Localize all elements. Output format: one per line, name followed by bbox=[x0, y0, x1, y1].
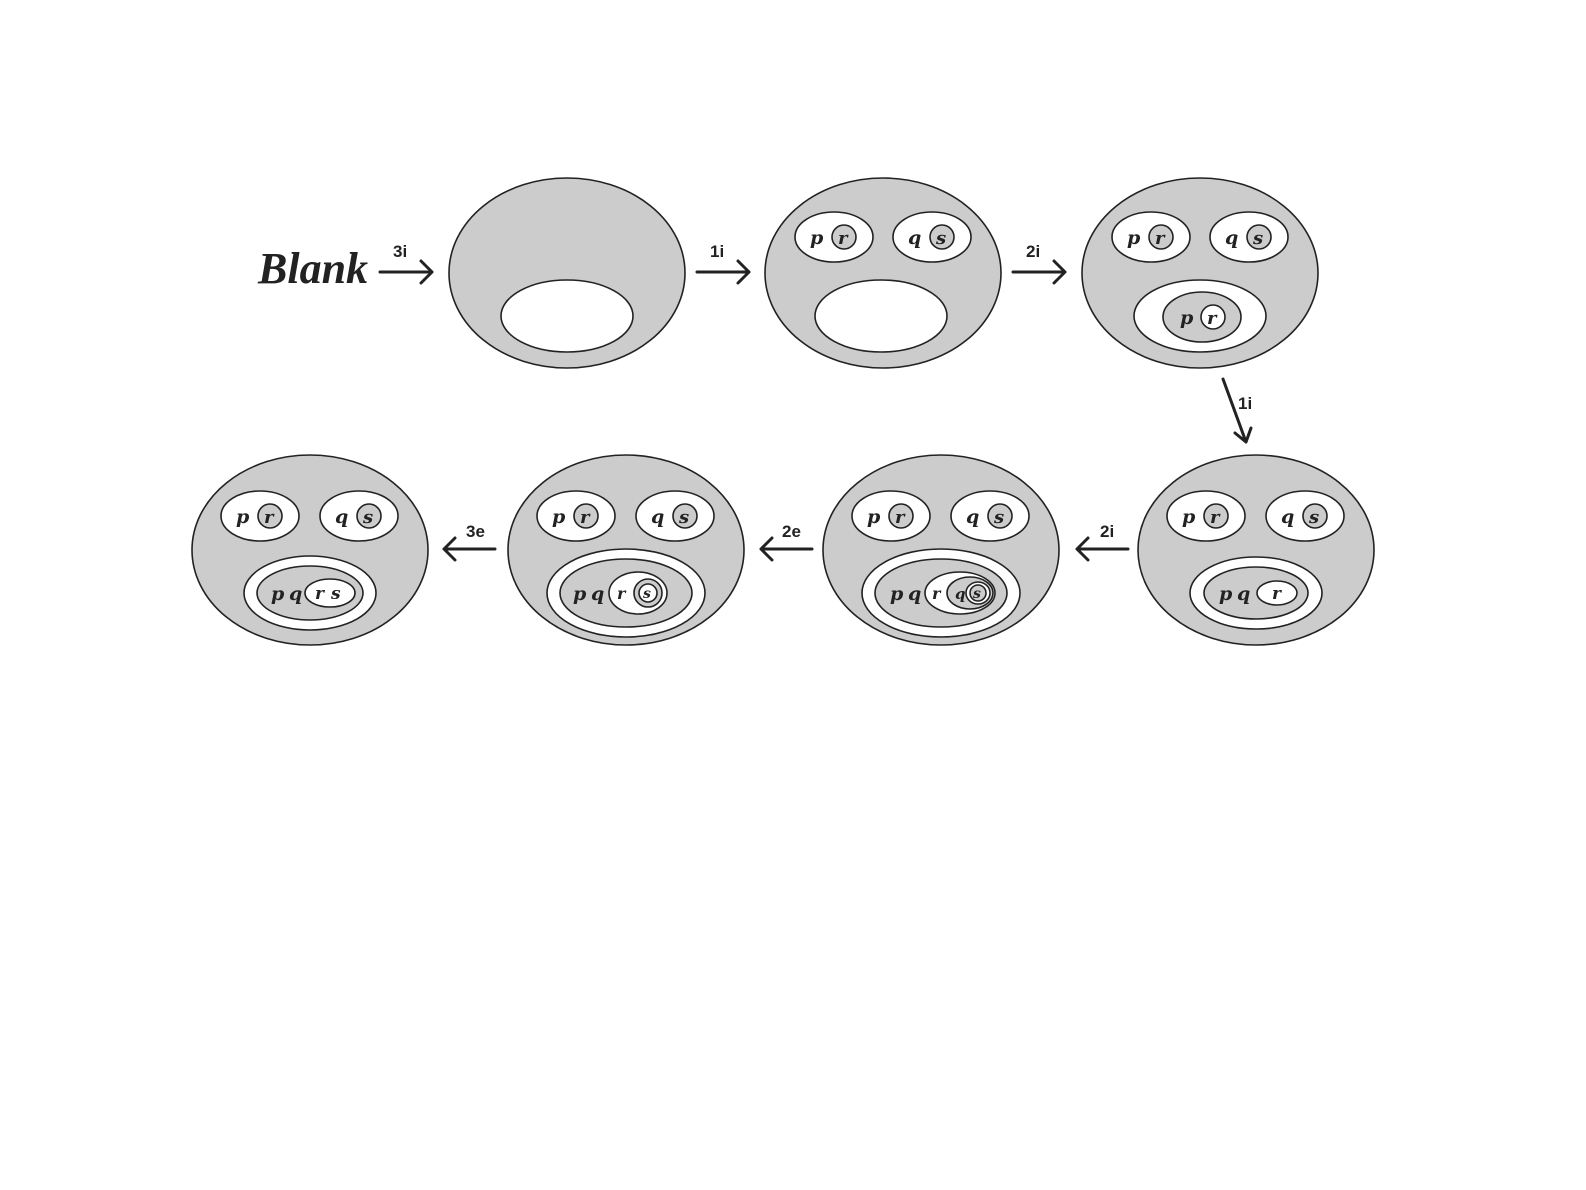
arrow-icon bbox=[378, 259, 434, 285]
graph-5-shaded-cut-2 bbox=[888, 503, 914, 529]
graph-6-variable-s-3: s bbox=[678, 507, 689, 528]
step-label-7: 3e bbox=[466, 522, 485, 541]
graph-6-variable-q-2: q bbox=[651, 506, 664, 528]
graph-7-variable-p-4: p bbox=[271, 583, 285, 605]
graph-2-shaded-cut-2 bbox=[831, 224, 857, 250]
step-arrow-2: 1i bbox=[695, 242, 751, 285]
graph-2: p r q s bbox=[764, 177, 1002, 369]
arrow-icon bbox=[1221, 377, 1253, 444]
graph-5-variable-q-7: q bbox=[955, 585, 966, 603]
graph-1 bbox=[448, 177, 686, 369]
graph-7-shaded-cut-2 bbox=[257, 503, 283, 529]
graph-3-variable-p-0: p bbox=[1127, 227, 1141, 249]
graph-4-variable-r-6: r bbox=[1272, 584, 1282, 604]
graph-5-variable-q-5: q bbox=[908, 583, 921, 605]
arrow-icon bbox=[759, 536, 814, 562]
graph-3-variable-q-2: q bbox=[1225, 227, 1238, 249]
graph-7-shaded-cut-4 bbox=[356, 503, 382, 529]
graph-7-variable-r-1: r bbox=[264, 507, 275, 528]
graph-5-shaded-cut-10 bbox=[969, 584, 987, 602]
graph-3-unshaded-cut-7 bbox=[1200, 304, 1226, 330]
graph-5-variable-p-0: p bbox=[867, 506, 881, 528]
graph-7-variable-s-7: s bbox=[330, 584, 341, 604]
graph-5-variable-s-3: s bbox=[993, 507, 1004, 528]
graph-6-variable-r-6: r bbox=[617, 584, 627, 603]
graph-6-variable-s-7: s bbox=[643, 586, 651, 602]
step-label-4: 1i bbox=[1238, 394, 1252, 413]
graph-3-variable-s-3: s bbox=[1252, 228, 1263, 249]
graph-4-variable-r-1: r bbox=[1210, 507, 1221, 528]
graph-4-variable-s-3: s bbox=[1308, 507, 1319, 528]
graph-2-variable-r-1: r bbox=[838, 228, 849, 249]
graph-4-variable-p-4: p bbox=[1219, 583, 1233, 605]
graph-7-variable-p-0: p bbox=[236, 506, 250, 528]
arrow-icon bbox=[1075, 536, 1130, 562]
graph-2-variable-p-0: p bbox=[810, 227, 824, 249]
arrow-icon bbox=[442, 536, 497, 562]
graph-5-variable-q-2: q bbox=[966, 506, 979, 528]
graph-4: p r q s p q r bbox=[1137, 454, 1375, 646]
graph-5-variable-p-4: p bbox=[890, 583, 904, 605]
graph-3-shaded-cut-2 bbox=[1148, 224, 1174, 250]
graph-3-variable-r-5: r bbox=[1207, 308, 1218, 329]
graph-4-variable-p-0: p bbox=[1182, 506, 1196, 528]
step-label-6: 2e bbox=[782, 522, 801, 541]
step-arrow-5: 2i bbox=[1075, 522, 1130, 562]
graph-4-variable-q-2: q bbox=[1281, 506, 1294, 528]
graph-7-variable-q-2: q bbox=[335, 506, 348, 528]
graph-5-shaded-cut-4 bbox=[987, 503, 1013, 529]
graph-4-unshaded-cut-7 bbox=[1256, 580, 1298, 606]
blank-label: Blank bbox=[257, 244, 368, 293]
graph-1-unshaded-cut-1 bbox=[500, 279, 634, 353]
graph-5-variable-r-1: r bbox=[895, 507, 906, 528]
graph-6: p r q s p q r s bbox=[507, 454, 745, 646]
graph-7: p r q s p q r s bbox=[191, 454, 429, 646]
step-label-5: 2i bbox=[1100, 522, 1114, 541]
step-arrow-6: 2e bbox=[759, 522, 814, 562]
graph-7-variable-r-6: r bbox=[315, 584, 325, 604]
graph-6-shaded-cut-2 bbox=[573, 503, 599, 529]
graph-7-unshaded-cut-7 bbox=[304, 578, 356, 608]
graph-7-variable-s-3: s bbox=[362, 507, 373, 528]
graph-3: p r q s p r bbox=[1081, 177, 1319, 369]
graph-6-variable-r-1: r bbox=[580, 507, 591, 528]
graph-6-unshaded-cut-9 bbox=[638, 583, 658, 603]
graph-6-variable-p-0: p bbox=[552, 506, 566, 528]
graph-6-shaded-cut-4 bbox=[672, 503, 698, 529]
step-label-1: 3i bbox=[393, 242, 407, 261]
graph-4-shaded-cut-2 bbox=[1203, 503, 1229, 529]
arrow-icon bbox=[695, 259, 751, 285]
graph-6-variable-q-5: q bbox=[591, 583, 604, 605]
graph-2-variable-s-3: s bbox=[935, 228, 946, 249]
graph-5-variable-s-8: s bbox=[973, 586, 981, 602]
step-arrow-4: 1i bbox=[1221, 377, 1253, 444]
graph-7-variable-q-5: q bbox=[289, 583, 302, 605]
graph-3-shaded-cut-4 bbox=[1246, 224, 1272, 250]
graph-6-variable-p-4: p bbox=[573, 583, 587, 605]
graph-2-variable-q-2: q bbox=[908, 227, 921, 249]
step-label-2: 1i bbox=[710, 242, 724, 261]
graph-2-shaded-cut-4 bbox=[929, 224, 955, 250]
graph-4-shaded-cut-4 bbox=[1302, 503, 1328, 529]
graph-4-variable-q-5: q bbox=[1237, 583, 1250, 605]
graph-5: p r q s p q r q s bbox=[822, 454, 1060, 646]
arrow-icon bbox=[1011, 259, 1067, 285]
graph-5-variable-r-6: r bbox=[932, 584, 942, 603]
step-arrow-1: 3i bbox=[378, 242, 434, 285]
step-arrow-3: 2i bbox=[1011, 242, 1067, 285]
step-label-3: 2i bbox=[1026, 242, 1040, 261]
graph-3-variable-r-1: r bbox=[1155, 228, 1166, 249]
graph-2-unshaded-cut-5 bbox=[814, 279, 948, 353]
graph-3-variable-p-4: p bbox=[1180, 307, 1194, 329]
graph-4-shaded-cut-6 bbox=[1203, 566, 1309, 620]
step-arrow-7: 3e bbox=[442, 522, 497, 562]
